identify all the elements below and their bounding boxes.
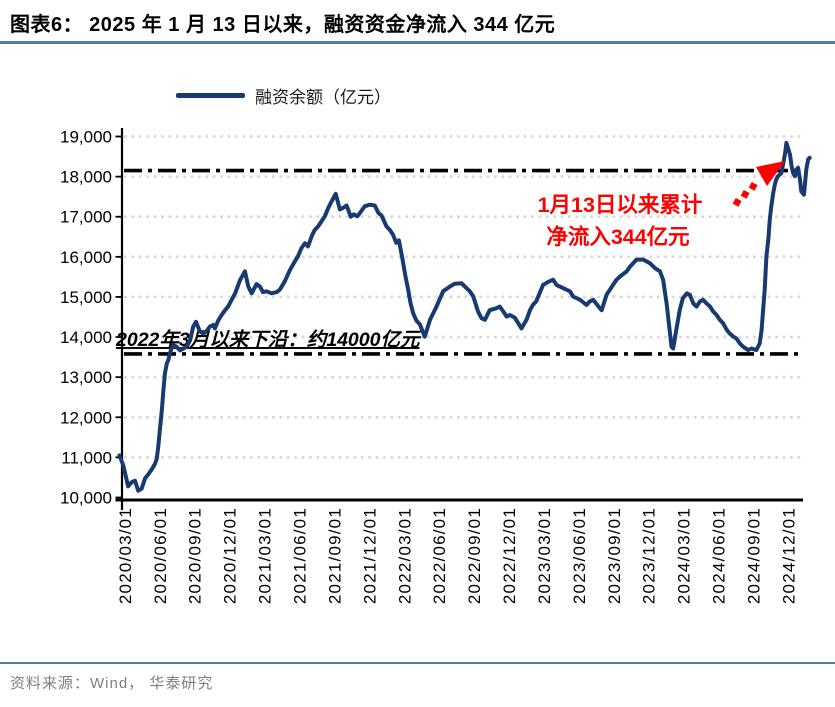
arrow-head-icon xyxy=(756,161,785,186)
x-tick-label: 2021/09/01 xyxy=(325,507,344,604)
x-tick-label: 2021/03/01 xyxy=(256,507,275,604)
x-tick-label: 2023/12/01 xyxy=(640,507,659,604)
x-tick-label: 2020/12/01 xyxy=(221,507,240,604)
x-tick-label: 2024/09/01 xyxy=(744,507,763,604)
legend-line-swatch xyxy=(176,93,245,98)
y-tick-label: 13,000 xyxy=(60,368,112,387)
y-tick-label: 11,000 xyxy=(61,448,112,467)
arrow-dot xyxy=(740,189,750,199)
inflow-annotation-line1: 1月13日以来累计 xyxy=(538,193,703,217)
lower-band-annotation: 2022年3月以来下沿：约14000亿元 xyxy=(115,329,422,351)
x-tick-label: 2023/06/01 xyxy=(570,507,589,604)
y-tick-label: 18,000 xyxy=(60,168,112,187)
x-tick-label: 2020/03/01 xyxy=(116,507,135,604)
y-tick-label: 15,000 xyxy=(60,288,112,307)
inflow-annotation-line2: 净流入344亿元 xyxy=(546,224,690,249)
footer-divider xyxy=(0,662,835,664)
x-tick-label: 2021/06/01 xyxy=(291,507,310,604)
x-tick-label: 2020/09/01 xyxy=(186,507,205,604)
x-tick-label: 2024/03/01 xyxy=(675,507,694,604)
x-tick-label: 2023/03/01 xyxy=(535,507,554,604)
x-tick-label: 2022/09/01 xyxy=(465,507,484,604)
x-tick-label: 2024/06/01 xyxy=(710,507,729,604)
x-tick-label: 2020/06/01 xyxy=(151,507,170,604)
y-tick-label: 10,000 xyxy=(60,489,112,508)
x-tick-label: 2024/12/01 xyxy=(779,507,798,604)
y-tick-label: 16,000 xyxy=(60,248,112,267)
x-tick-label: 2022/12/01 xyxy=(500,507,519,604)
source-note: 资料来源：Wind， 华泰研究 xyxy=(10,675,214,692)
series-line xyxy=(117,140,812,493)
arrow-dot xyxy=(748,181,758,191)
x-tick-label: 2021/12/01 xyxy=(360,507,379,604)
chart-legend: 融资余额（亿元） xyxy=(176,83,391,108)
y-tick-label: 12,000 xyxy=(60,408,112,427)
y-tick-label: 19,000 xyxy=(60,128,112,147)
arrow-dot xyxy=(732,197,742,207)
x-tick-label: 2022/06/01 xyxy=(430,507,449,604)
x-tick-label: 2022/03/01 xyxy=(395,507,414,604)
title-divider xyxy=(0,41,835,44)
x-tick-label: 2023/09/01 xyxy=(605,507,624,604)
legend-label: 融资余额（亿元） xyxy=(255,88,391,107)
y-tick-label: 17,000 xyxy=(60,208,112,227)
y-tick-label: 14,000 xyxy=(60,328,112,347)
figure-title: 图表6： 2025 年 1 月 13 日以来，融资资金净流入 344 亿元 xyxy=(10,14,556,36)
